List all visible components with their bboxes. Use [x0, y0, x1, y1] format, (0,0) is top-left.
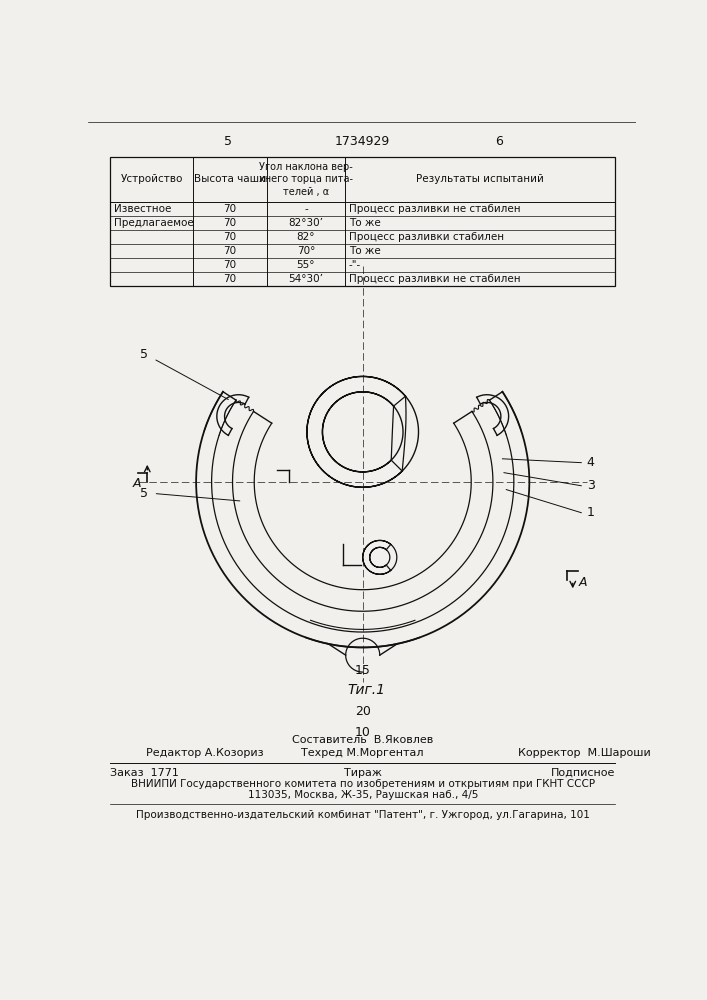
- Text: 5: 5: [140, 348, 148, 361]
- Text: Подписное: Подписное: [551, 768, 615, 778]
- Text: 15: 15: [355, 664, 370, 677]
- Text: 82°30’: 82°30’: [288, 218, 323, 228]
- Text: ВНИИПИ Государственного комитета по изобретениям и открытиям при ГКНТ СССР: ВНИИПИ Государственного комитета по изоб…: [131, 779, 595, 789]
- Text: Процесс разливки не стабилен: Процесс разливки не стабилен: [349, 204, 520, 214]
- Text: 5: 5: [140, 487, 148, 500]
- Text: Техред М.Моргентал: Техред М.Моргентал: [301, 748, 424, 758]
- Text: 70: 70: [223, 260, 237, 270]
- Text: 4: 4: [587, 456, 595, 469]
- Text: Высота чаши: Высота чаши: [194, 174, 266, 184]
- Text: Угол наклона вер-
хнего торца пита-
телей , α: Угол наклона вер- хнего торца пита- теле…: [259, 162, 353, 197]
- Text: Производственно-издательский комбинат "Патент", г. Ужгород, ул.Гагарина, 101: Производственно-издательский комбинат "П…: [136, 810, 590, 820]
- Text: 1: 1: [587, 506, 595, 519]
- Text: Тираж: Тираж: [344, 768, 382, 778]
- Text: 70: 70: [223, 218, 237, 228]
- Text: 70: 70: [223, 232, 237, 242]
- Text: Процесс разливки не стабилен: Процесс разливки не стабилен: [349, 274, 520, 284]
- Text: 54°30’: 54°30’: [288, 274, 323, 284]
- Text: 20: 20: [355, 705, 370, 718]
- Text: 82°: 82°: [297, 232, 315, 242]
- Text: Редактор А.Козориз: Редактор А.Козориз: [146, 748, 264, 758]
- Text: 113035, Москва, Ж-35, Раушская наб., 4/5: 113035, Москва, Ж-35, Раушская наб., 4/5: [247, 790, 478, 800]
- Text: Процесс разливки стабилен: Процесс разливки стабилен: [349, 232, 504, 242]
- Text: 10: 10: [355, 726, 370, 739]
- Text: -"-: -"-: [349, 260, 361, 270]
- Bar: [110, 157, 615, 286]
- Text: Корректор  М.Шароши: Корректор М.Шароши: [518, 748, 650, 758]
- Text: 1734929: 1734929: [335, 135, 390, 148]
- Text: Заказ  1771: Заказ 1771: [110, 768, 179, 778]
- Text: 5: 5: [224, 135, 232, 148]
- Text: 70°: 70°: [297, 246, 315, 256]
- Text: Известное: Известное: [114, 204, 171, 214]
- Text: 3: 3: [587, 479, 595, 492]
- Text: Составитель  В.Яковлев: Составитель В.Яковлев: [292, 735, 433, 745]
- Text: То же: То же: [349, 218, 380, 228]
- Text: А: А: [132, 477, 141, 490]
- Text: Τиг.1: Τиг.1: [348, 683, 385, 697]
- Text: То же: То же: [349, 246, 380, 256]
- Text: -: -: [304, 204, 308, 214]
- Text: Устройство: Устройство: [121, 174, 183, 184]
- Text: 70: 70: [223, 246, 237, 256]
- Text: 70: 70: [223, 274, 237, 284]
- Text: 55°: 55°: [297, 260, 315, 270]
- Text: А: А: [578, 576, 587, 588]
- Text: 70: 70: [223, 204, 237, 214]
- Text: Предлагаемое: Предлагаемое: [114, 218, 194, 228]
- Text: Результаты испытаний: Результаты испытаний: [416, 174, 544, 184]
- Text: 6: 6: [495, 135, 503, 148]
